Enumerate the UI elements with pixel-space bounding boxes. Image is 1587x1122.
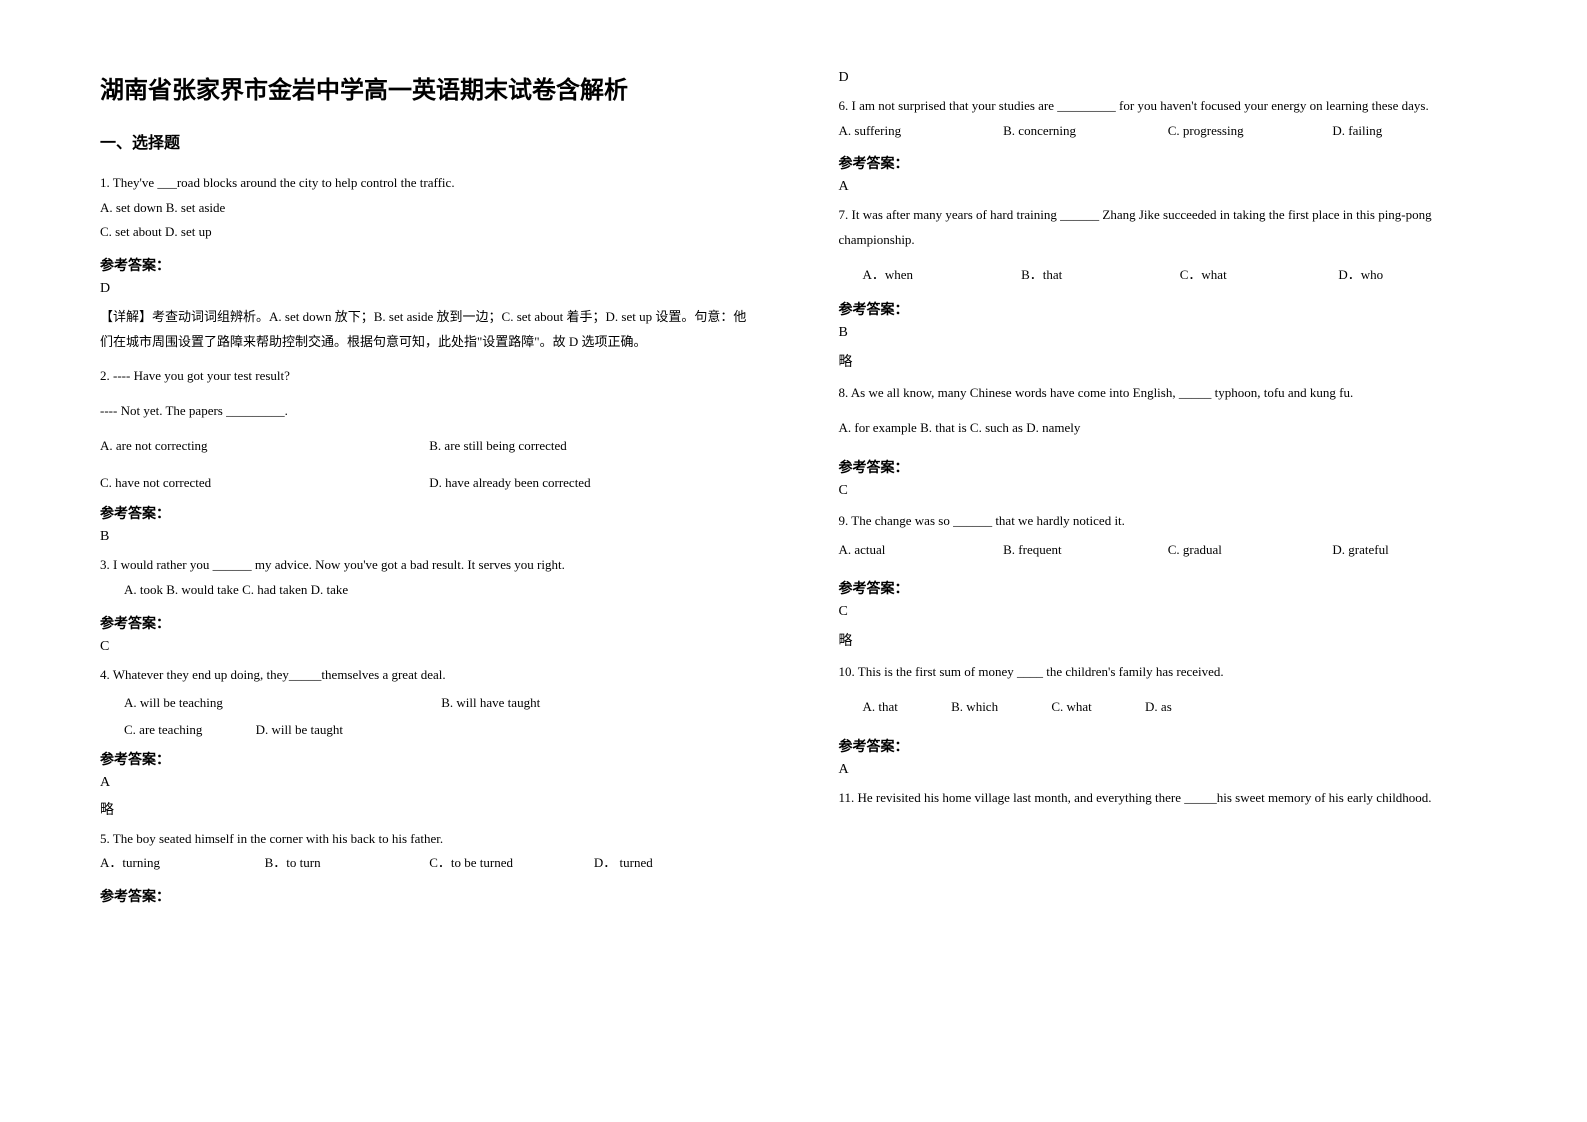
q2-opt-c: C. have not corrected xyxy=(100,471,429,496)
page-title: 湖南省张家界市金岩中学高一英语期末试卷含解析 xyxy=(100,70,759,105)
q6-answer: A xyxy=(839,179,1498,195)
q5-answer: D xyxy=(839,70,1498,86)
answer-label: 参考答案： xyxy=(839,736,1498,756)
q1-opts-ab: A. set down B. set aside xyxy=(100,196,759,221)
q7-opts: A．when B．that C．what D．who xyxy=(839,263,1498,288)
answer-label: 参考答案： xyxy=(100,886,759,906)
q1-opts-cd: C. set about D. set up xyxy=(100,220,759,245)
q7-stem: 7. It was after many years of hard train… xyxy=(839,203,1498,252)
q7-opt-a: A．when xyxy=(863,263,1022,288)
q2-opt-a: A. are not correcting xyxy=(100,434,429,459)
q10-opt-d: D. as xyxy=(1145,699,1172,714)
q5-opt-a: A．turning xyxy=(100,851,265,876)
q10-opt-b: B. which xyxy=(951,699,998,714)
q2-opts-row2: C. have not corrected D. have already be… xyxy=(100,471,759,498)
section-heading: 一、选择题 xyxy=(100,129,759,153)
q5-opt-b: B．to turn xyxy=(265,851,430,876)
q11: 11. He revisited his home village last m… xyxy=(839,786,1498,811)
q2-opt-b: B. are still being corrected xyxy=(429,434,758,459)
q8: 8. As we all know, many Chinese words ha… xyxy=(839,381,1498,406)
right-column: D 6. I am not surprised that your studie… xyxy=(799,70,1498,1082)
q6-stem: 6. I am not surprised that your studies … xyxy=(839,94,1498,119)
q9-opt-c: C. gradual xyxy=(1168,538,1333,563)
q9-stem: 9. The change was so ______ that we hard… xyxy=(839,509,1498,534)
q2-stem1: 2. ---- Have you got your test result? xyxy=(100,364,759,389)
q10: 10. This is the first sum of money ____ … xyxy=(839,660,1498,685)
q10-stem: 10. This is the first sum of money ____ … xyxy=(839,660,1498,685)
q11-stem: 11. He revisited his home village last m… xyxy=(839,786,1498,811)
q2-opts-row1: A. are not correcting B. are still being… xyxy=(100,434,759,461)
q6-opt-b: B. concerning xyxy=(1003,119,1168,144)
q10-opts: A. that B. which C. what D. as xyxy=(839,695,1498,720)
q5-opt-c: C．to be turned xyxy=(429,851,594,876)
q8-stem: 8. As we all know, many Chinese words ha… xyxy=(839,381,1498,406)
answer-label: 参考答案： xyxy=(100,255,759,275)
q3-answer: C xyxy=(100,639,759,655)
q7-opt-c: C．what xyxy=(1180,263,1339,288)
q9-opt-b: B. frequent xyxy=(1003,538,1168,563)
answer-label: 参考答案： xyxy=(100,613,759,633)
q7-lue: 略 xyxy=(839,351,1498,371)
q1-answer: D xyxy=(100,281,759,297)
q4-opt-c: C. are teaching xyxy=(124,722,202,737)
q7-answer: B xyxy=(839,325,1498,341)
q9-opt-d: D. grateful xyxy=(1332,538,1497,563)
q6-opt-d: D. failing xyxy=(1332,119,1497,144)
answer-label: 参考答案： xyxy=(839,457,1498,477)
q2-answer: B xyxy=(100,529,759,545)
q1: 1. They've ___road blocks around the cit… xyxy=(100,171,759,245)
q1-stem: 1. They've ___road blocks around the cit… xyxy=(100,171,759,196)
q10-answer: A xyxy=(839,762,1498,778)
q10-opt-c: C. what xyxy=(1051,699,1091,714)
q5: 5. The boy seated himself in the corner … xyxy=(100,827,759,876)
q7-opt-d: D．who xyxy=(1338,263,1497,288)
answer-label: 参考答案： xyxy=(100,503,759,523)
q2-stem2: ---- Not yet. The papers _________. xyxy=(100,399,759,424)
q9: 9. The change was so ______ that we hard… xyxy=(839,509,1498,534)
answer-label: 参考答案： xyxy=(839,578,1498,598)
q8-opts: A. for example B. that is C. such as D. … xyxy=(839,416,1498,441)
q4-stem: 4. Whatever they end up doing, they_____… xyxy=(100,663,759,688)
q3-stem: 3. I would rather you ______ my advice. … xyxy=(100,553,759,578)
q6-opt-a: A. suffering xyxy=(839,119,1004,144)
q9-opt-a: A. actual xyxy=(839,538,1004,563)
q5-opt-d: D． turned xyxy=(594,851,759,876)
q4-opt-a: A. will be teaching xyxy=(124,691,441,716)
q7: 7. It was after many years of hard train… xyxy=(839,203,1498,252)
q6: 6. I am not surprised that your studies … xyxy=(839,94,1498,143)
q4-opt-d: D. will be taught xyxy=(256,722,343,737)
q5-stem: 5. The boy seated himself in the corner … xyxy=(100,827,759,852)
q8-opts-line: A. for example B. that is C. such as D. … xyxy=(839,416,1498,441)
q10-opt-a: A. that xyxy=(863,699,898,714)
left-column: 湖南省张家界市金岩中学高一英语期末试卷含解析 一、选择题 1. They've … xyxy=(100,70,799,1082)
q4-opts: A. will be teaching B. will have taught … xyxy=(100,691,759,742)
answer-label: 参考答案： xyxy=(100,749,759,769)
q8-answer: C xyxy=(839,483,1498,499)
q4-opt-b: B. will have taught xyxy=(441,691,758,716)
q6-opt-c: C. progressing xyxy=(1168,119,1333,144)
answer-label: 参考答案： xyxy=(839,299,1498,319)
q3: 3. I would rather you ______ my advice. … xyxy=(100,553,759,602)
q9-opts: A. actual B. frequent C. gradual D. grat… xyxy=(839,538,1498,563)
answer-label: 参考答案： xyxy=(839,153,1498,173)
q9-lue: 略 xyxy=(839,630,1498,650)
q7-opt-b: B．that xyxy=(1021,263,1180,288)
q2-opt-d: D. have already been corrected xyxy=(429,471,758,496)
q2-stem2-wrap: ---- Not yet. The papers _________. xyxy=(100,399,759,424)
q3-opts: A. took B. would take C. had taken D. ta… xyxy=(100,578,759,603)
q4-answer: A xyxy=(100,775,759,791)
q4: 4. Whatever they end up doing, they_____… xyxy=(100,663,759,688)
q1-explanation: 【详解】考查动词词组辨析。A. set down 放下；B. set aside… xyxy=(100,305,759,354)
q2: 2. ---- Have you got your test result? xyxy=(100,364,759,389)
q9-answer: C xyxy=(839,604,1498,620)
q4-lue: 略 xyxy=(100,799,759,819)
